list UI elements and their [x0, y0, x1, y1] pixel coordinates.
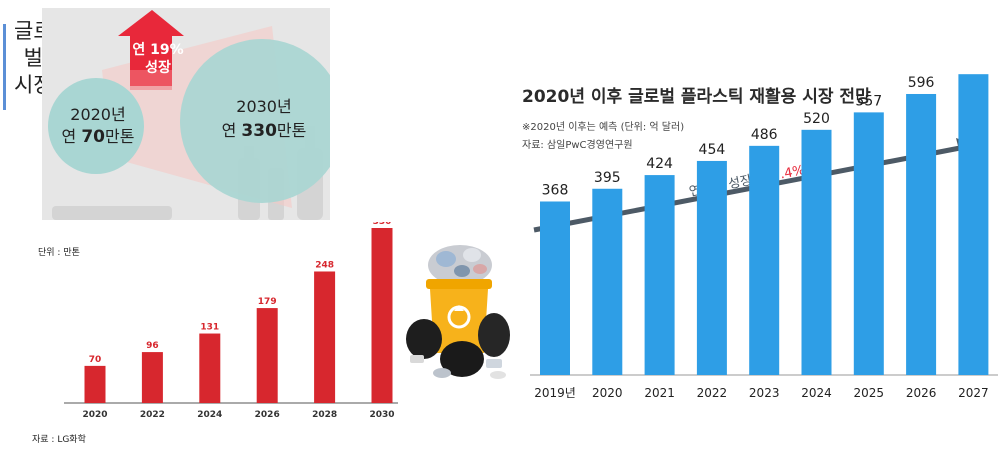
- red-bar-category: 2026: [255, 410, 280, 420]
- blue-bar-category: 2023: [749, 386, 780, 400]
- blue-chart-source: 자료: 삼일PwC경영연구원: [522, 138, 633, 151]
- red-chart-unit: 단위 : 만톤: [38, 247, 80, 258]
- blue-bar-value: 486: [751, 127, 778, 143]
- circle-2020-year: 2020년: [70, 105, 125, 124]
- blue-bar-value: 454: [699, 142, 726, 158]
- red-bar-category: 2020: [82, 410, 107, 420]
- blue-bar-category: 2022: [697, 386, 728, 400]
- red-bar-value: 96: [146, 341, 159, 351]
- blue-bar-category: 2021: [644, 386, 675, 400]
- blue-chart-note: ※2020년 이후는 예측 (단위: 억 달러): [522, 120, 684, 133]
- blue-bar-value: 395: [594, 170, 621, 186]
- red-bar: [141, 352, 163, 403]
- blue-bar: [958, 74, 989, 376]
- growth-arrow: [118, 10, 184, 90]
- side-title-line-2: 벌: [23, 46, 43, 70]
- blue-bar-category: 2025: [854, 386, 885, 400]
- red-bar: [199, 333, 221, 403]
- red-bar-value: 131: [200, 323, 219, 333]
- blue-bar: [592, 188, 623, 375]
- blue-bar: [749, 145, 780, 375]
- blue-bar-value: 424: [646, 156, 673, 172]
- red-bar: [371, 228, 393, 403]
- red-bar-value: 330: [373, 222, 392, 227]
- circle-2030: [180, 39, 330, 203]
- blue-chart-title: 2020년 이후 글로벌 플라스틱 재활용 시장 전망: [522, 86, 871, 107]
- blue-bar-value: 638: [960, 70, 987, 71]
- recycling-bin-icon: [406, 245, 510, 379]
- red-bar-category: 2024: [197, 410, 222, 420]
- garbage-pile: [428, 245, 492, 285]
- blue-bar: [853, 112, 884, 375]
- arrow-text-line-2: 성장: [145, 59, 171, 76]
- red-chart-source: 자료 : LG화학: [32, 434, 86, 445]
- red-bar-category: 2028: [312, 410, 337, 420]
- red-bar-chart: 단위 : 만톤 자료 : LG화학 70 2020 96 2022 131 2024 179…: [30, 217, 405, 458]
- red-bar: [84, 365, 106, 403]
- blue-bar-value: 520: [803, 111, 830, 127]
- growth-infographic: 연 19% 성장 2020년 연 70만톤 2030년 연 330만톤: [42, 8, 330, 220]
- blue-bar: [644, 175, 675, 375]
- circle-2020: [48, 78, 144, 174]
- red-bar-value: 179: [258, 297, 277, 307]
- blue-bar: [801, 129, 832, 375]
- red-bar: [256, 308, 278, 403]
- trash-bin-illustration: [402, 235, 517, 385]
- blue-bar: [696, 160, 727, 375]
- blue-bar: [906, 93, 937, 376]
- circle-2030-year: 2030년: [236, 97, 291, 116]
- blue-bar-value: 368: [542, 182, 569, 198]
- blue-bar-chart: 2020년 이후 글로벌 플라스틱 재활용 시장 전망 ※2020년 이후는 예…: [520, 55, 1000, 465]
- red-bar-value: 70: [89, 355, 102, 365]
- red-bar-value: 248: [315, 260, 334, 270]
- blue-bar-category: 2020: [592, 386, 623, 400]
- title-accent-bar: [3, 24, 6, 110]
- red-bar-category: 2022: [140, 410, 165, 420]
- infographic-graphic: 연 19% 성장 2020년 연 70만톤 2030년 연 330만톤: [48, 10, 330, 220]
- blue-bar-category: 2027: [958, 386, 989, 400]
- arrow-text-line-1: 연 19%: [132, 42, 183, 58]
- blue-bar-value: 596: [908, 75, 935, 91]
- red-chart-svg: 단위 : 만톤 자료 : LG화학 70 2020 96 2022 131 2024 179…: [32, 217, 398, 445]
- blue-chart-svg: 2020년 이후 글로벌 플라스틱 재활용 시장 전망 ※2020년 이후는 예…: [522, 55, 998, 400]
- red-bar: [314, 271, 336, 403]
- blue-bar-category: 2026: [906, 386, 937, 400]
- blue-bar-value: 557: [855, 93, 882, 109]
- circle-2030-amount: 연 330만톤: [222, 121, 307, 141]
- red-bar-category: 2030: [369, 410, 394, 420]
- blue-bar: [540, 201, 570, 375]
- circle-2020-amount: 연 70만톤: [62, 127, 135, 147]
- blue-bar-category: 2019년: [534, 386, 576, 400]
- blue-bar-category: 2024: [801, 386, 832, 400]
